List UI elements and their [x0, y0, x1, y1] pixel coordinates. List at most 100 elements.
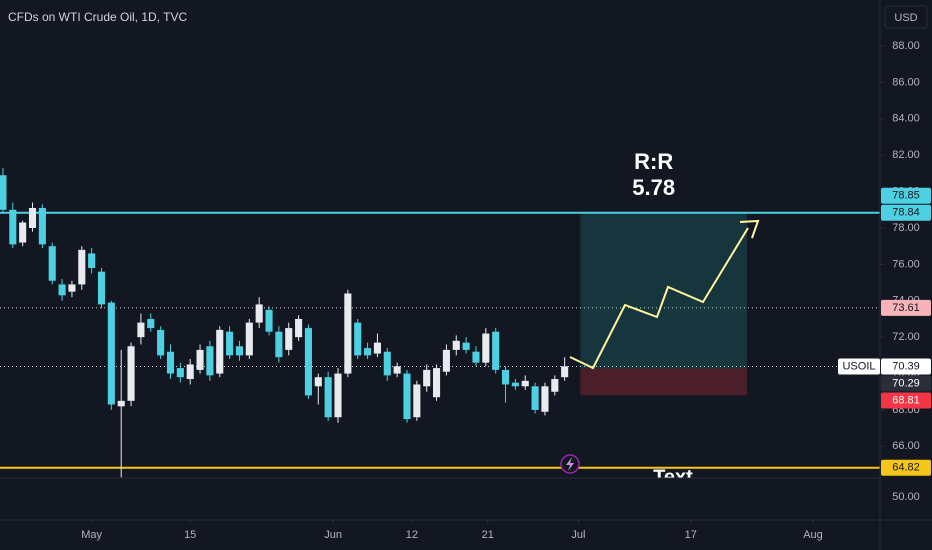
candle-body — [255, 304, 263, 323]
candle-body — [137, 322, 145, 338]
y-tick-label: 78.00 — [892, 222, 920, 234]
candle-body — [393, 366, 401, 374]
candle-body — [275, 331, 283, 358]
y-tick-label: 82.00 — [892, 149, 920, 161]
candle-body — [295, 318, 303, 338]
y-tick-label: 76.00 — [892, 258, 920, 270]
candle-body — [48, 246, 56, 281]
price-label-bg — [881, 392, 931, 409]
candle-body — [285, 328, 293, 350]
candle-body — [0, 175, 7, 210]
currency[interactable]: USD — [894, 12, 917, 24]
symbol-label-bg — [838, 358, 880, 375]
candle-body — [216, 329, 224, 374]
candle-body — [561, 366, 569, 378]
candle-body — [511, 382, 519, 387]
x-tick-label: 12 — [406, 529, 418, 541]
price-label-bg — [881, 204, 931, 221]
candle-body — [334, 373, 342, 418]
price-label-bg — [881, 299, 931, 316]
candle-body — [78, 249, 86, 285]
y-tick-label: 86.00 — [892, 76, 920, 88]
candle-body — [107, 302, 115, 405]
candle-body — [186, 364, 194, 380]
chart-title: CFDs on WTI Crude Oil, 1D, TVC — [8, 10, 187, 24]
candle-body — [413, 384, 421, 418]
price-label-bg — [881, 358, 931, 375]
y-tick-label: 84.00 — [892, 113, 920, 125]
candle-body — [324, 377, 332, 418]
x-tick-label: 17 — [685, 529, 697, 541]
x-tick-label: Jun — [324, 529, 342, 541]
candle-body — [403, 373, 411, 420]
candle-body — [176, 368, 184, 378]
candle-body — [28, 207, 37, 228]
forecast-arrow — [569, 227, 749, 370]
price-label-bg — [881, 187, 931, 204]
price-label: 78.85 — [892, 190, 920, 202]
x-tick-label: 21 — [482, 529, 494, 541]
y-tick-label: 72.00 — [892, 331, 920, 343]
candle-body — [68, 284, 76, 292]
candle-body — [117, 400, 125, 407]
candle-body — [38, 207, 46, 245]
lightning — [566, 457, 574, 471]
candle-body — [235, 346, 244, 356]
arrow-head — [739, 219, 760, 239]
candle-body — [364, 348, 372, 356]
price-label: 70.29 — [892, 377, 920, 389]
candle-body — [541, 386, 549, 412]
price-label: 78.84 — [892, 207, 920, 219]
candle-body — [354, 322, 362, 356]
price-label: 73.61 — [892, 302, 920, 314]
stop-zone — [580, 368, 747, 396]
candle-body — [97, 271, 106, 305]
price-label: 70.39 — [892, 360, 920, 372]
candle-body — [383, 351, 391, 376]
currency-box[interactable] — [884, 5, 928, 29]
candle-body — [433, 368, 441, 398]
candle-body — [166, 351, 175, 374]
candle-body — [482, 333, 490, 363]
candle-body — [245, 322, 253, 356]
candle-body — [19, 222, 27, 243]
price-label: 64.82 — [892, 462, 920, 474]
rr-value: 5.78 — [632, 175, 675, 200]
target-zone — [580, 212, 747, 369]
rr-label: R:R — [634, 149, 673, 174]
x-tick-label: Jul — [571, 529, 585, 541]
candle-body — [9, 209, 17, 245]
candle-body — [344, 293, 352, 374]
x-tick-label: 15 — [184, 529, 196, 541]
candle-body — [501, 369, 510, 385]
candle-body — [157, 329, 165, 356]
candle-body — [551, 379, 559, 392]
candle-body — [423, 369, 431, 387]
candle-body — [442, 349, 450, 372]
y-tick-label: 66.00 — [892, 440, 920, 452]
candle-body — [127, 346, 135, 401]
candle-body — [147, 318, 155, 329]
candle-body — [226, 331, 234, 356]
candle-body — [304, 328, 312, 396]
candle-body — [206, 346, 214, 376]
candle-body — [492, 331, 500, 370]
candle-body — [265, 309, 273, 332]
x-tick-label: May — [81, 529, 102, 541]
price-label-bg — [881, 375, 931, 392]
price-label: 68.81 — [892, 394, 920, 406]
y-tick-label: 88.00 — [892, 40, 920, 52]
candle-body — [196, 349, 204, 370]
symbol-label: USOIL — [842, 360, 875, 372]
annotation: Text — [653, 466, 693, 488]
price-label-bg — [881, 459, 931, 476]
x-tick-label: Aug — [803, 529, 823, 541]
candle-body — [58, 284, 66, 296]
candle-body — [88, 253, 96, 269]
candle-body — [472, 351, 480, 363]
plot-area: R:R5.78 Text — [0, 149, 880, 488]
candle-body — [462, 342, 470, 350]
candle-body — [531, 386, 539, 410]
